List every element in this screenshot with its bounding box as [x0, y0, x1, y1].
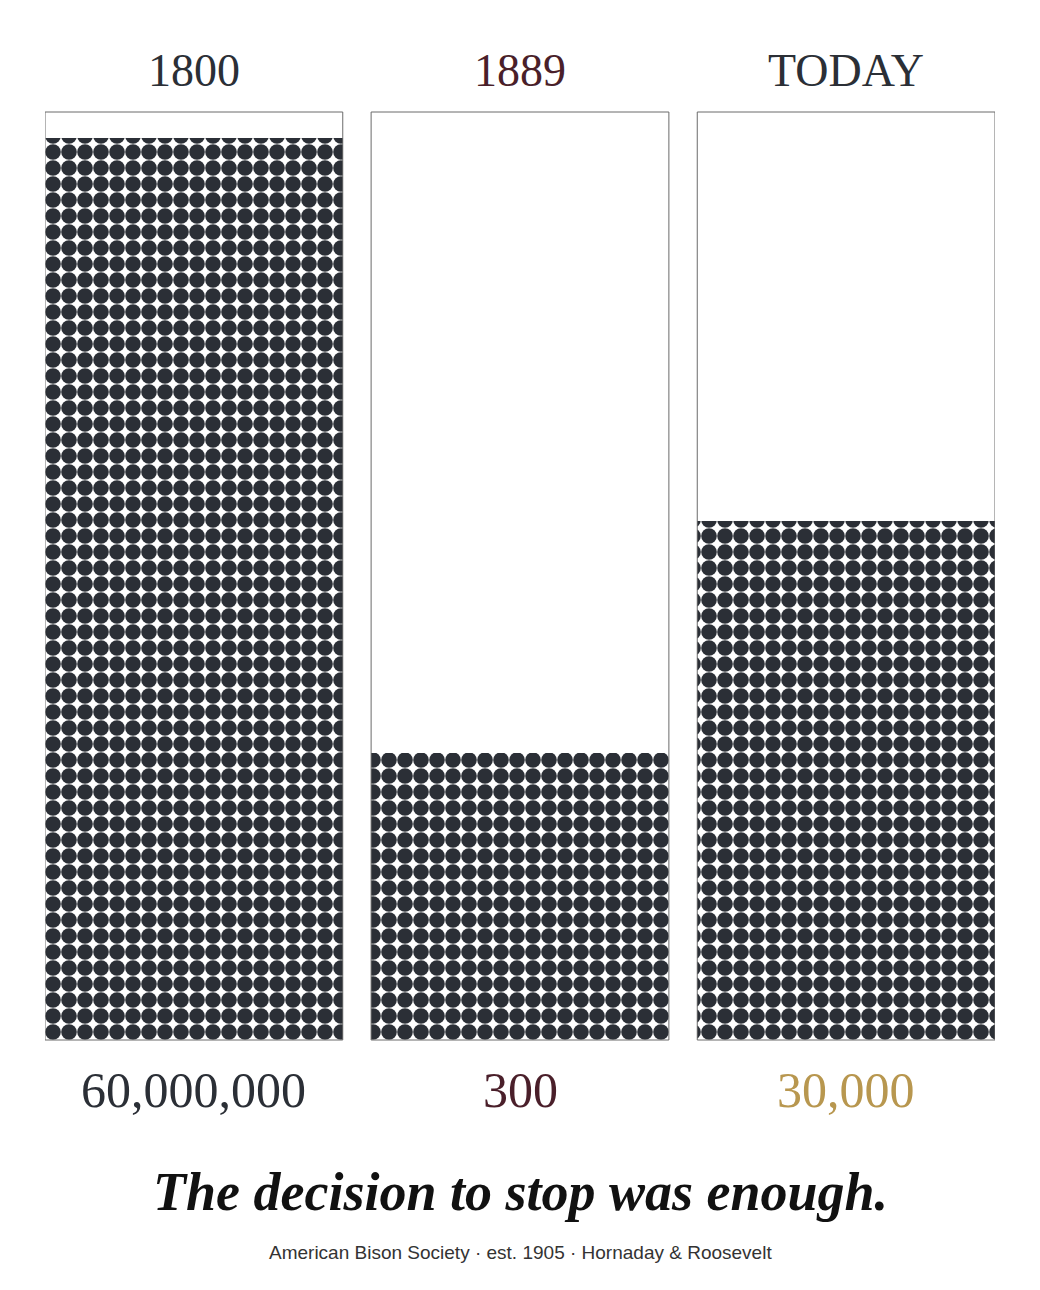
svg-text:TODAY: TODAY	[768, 45, 924, 96]
svg-text:300: 300	[483, 1062, 558, 1118]
svg-text:30,000: 30,000	[777, 1062, 915, 1118]
svg-text:1800: 1800	[148, 45, 240, 96]
svg-text:The decision to stop was enoug: The decision to stop was enough.	[153, 1162, 888, 1222]
svg-text:60,000,000: 60,000,000	[81, 1062, 306, 1118]
svg-text:American Bison Society · est.: American Bison Society · est. 1905 · Hor…	[269, 1242, 772, 1263]
svg-text:1889: 1889	[474, 45, 566, 96]
